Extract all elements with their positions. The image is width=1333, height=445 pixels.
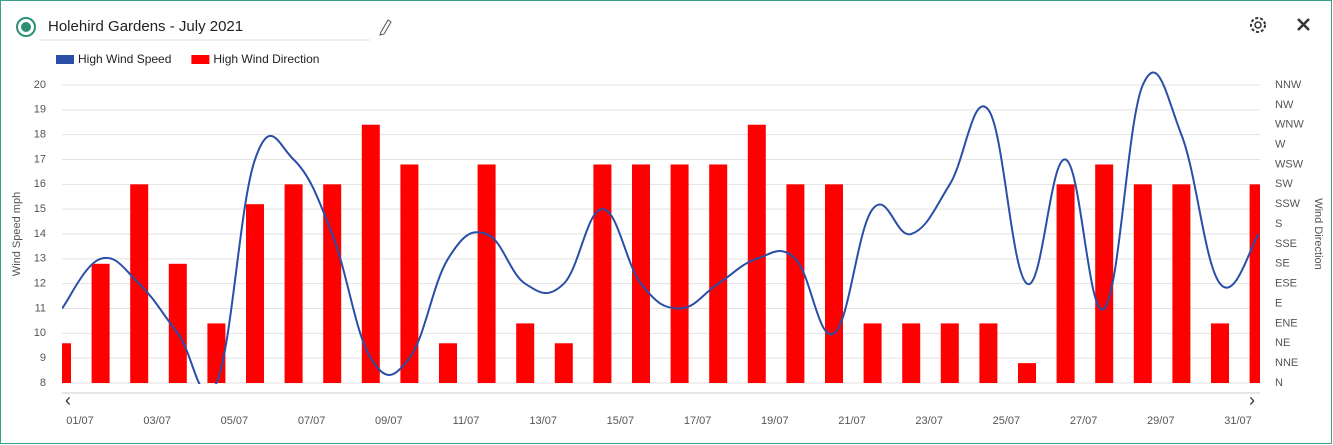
x-tick-label: 15/07 [607, 415, 635, 427]
bar [207, 323, 226, 383]
bar [825, 184, 843, 383]
chart-title: Holehird Gardens - July 2021 [48, 18, 243, 35]
y-tick-label: 13 [34, 253, 46, 265]
bar [632, 164, 650, 383]
bar [863, 323, 882, 383]
y2-tick-label: WSW [1275, 158, 1304, 170]
y-tick-label: 12 [34, 278, 46, 290]
x-tick-label: 25/07 [993, 415, 1021, 427]
x-tick-label: 11/07 [453, 415, 480, 427]
bar [1172, 184, 1191, 383]
y2-tick-label: NE [1275, 337, 1290, 349]
y2-tick-label: SE [1275, 258, 1290, 270]
y2-tick-label: ENE [1275, 317, 1298, 329]
bar [940, 323, 959, 383]
bar [284, 184, 303, 383]
bar [1249, 184, 1260, 383]
legend-label: High Wind Direction [213, 52, 319, 66]
y-tick-label: 9 [40, 352, 46, 364]
y2-tick-label: NNW [1275, 79, 1302, 91]
bar [670, 164, 689, 383]
y2-tick-label: ESE [1275, 278, 1297, 290]
bar [361, 124, 380, 383]
plot [62, 71, 1260, 384]
bar [246, 204, 264, 383]
bar [747, 124, 766, 383]
y-tick-label: 16 [34, 178, 46, 190]
bar [786, 184, 805, 383]
bar [1018, 363, 1036, 383]
y2-tick-label: N [1275, 377, 1283, 389]
y2-tick-label: NW [1275, 99, 1294, 111]
y-tick-label: 19 [34, 104, 46, 116]
bar [62, 343, 71, 383]
x-tick-label: 19/07 [761, 415, 789, 427]
status-icon [16, 17, 36, 37]
x-tick-label: 17/07 [684, 415, 712, 427]
x-tick-label: 03/07 [143, 415, 171, 427]
bar [439, 343, 457, 383]
x-tick-label: 13/07 [529, 415, 557, 427]
y-tick-label: 15 [34, 203, 46, 215]
bar [979, 323, 998, 383]
bar [709, 164, 728, 383]
scroll-right[interactable]: › [1249, 390, 1255, 410]
x-tick-label: 05/07 [221, 415, 249, 427]
close-icon[interactable] [1297, 18, 1310, 31]
y2-tick-label: S [1275, 218, 1282, 230]
x-tick-label: 31/07 [1224, 415, 1252, 427]
x-tick-label: 23/07 [915, 415, 943, 427]
y2-axis-title: Wind Direction [1312, 198, 1324, 270]
x-tick-label: 27/07 [1070, 415, 1098, 427]
x-tick-label: 29/07 [1147, 415, 1175, 427]
bar [902, 323, 921, 383]
y-tick-label: 11 [35, 302, 46, 314]
status-dot [21, 22, 31, 32]
y-axis-title: Wind Speed mph [11, 192, 23, 276]
y-tick-label: 8 [40, 377, 46, 389]
y2-tick-label: SW [1275, 178, 1293, 190]
y-tick-label: 18 [34, 129, 46, 141]
x-tick-label: 21/07 [838, 415, 866, 427]
x-tick-label: 07/07 [298, 415, 326, 427]
bar [516, 323, 535, 383]
scroll-left[interactable]: ‹ [65, 390, 71, 410]
y2-tick-label: SSW [1275, 198, 1301, 210]
edit-icon[interactable] [379, 19, 392, 36]
bar [1133, 184, 1152, 383]
legend-label: High Wind Speed [78, 52, 171, 66]
y2-tick-label: SSE [1275, 238, 1297, 250]
bar [593, 164, 612, 383]
bar [1056, 184, 1075, 383]
bar [1095, 164, 1114, 383]
bar [91, 263, 110, 383]
bar [323, 184, 342, 383]
y2-tick-label: NNE [1275, 357, 1298, 369]
y-tick-label: 10 [34, 327, 46, 339]
x-tick-label: 01/07 [66, 415, 94, 427]
x-tick-label: 09/07 [375, 415, 403, 427]
bar [1211, 323, 1229, 383]
y2-tick-label: E [1275, 297, 1282, 309]
legend-swatch [56, 55, 74, 64]
line [62, 71, 1260, 384]
bar [168, 263, 187, 383]
y2-tick-label: WNW [1275, 119, 1304, 131]
bar [400, 164, 419, 383]
settings-icon[interactable] [1250, 17, 1266, 33]
bar [554, 343, 573, 383]
legend-swatch [191, 55, 210, 64]
y-tick-label: 17 [34, 153, 46, 165]
y2-tick-label: W [1275, 139, 1286, 151]
y-tick-label: 20 [34, 79, 46, 91]
bar [477, 164, 496, 383]
y-tick-label: 14 [34, 228, 46, 240]
